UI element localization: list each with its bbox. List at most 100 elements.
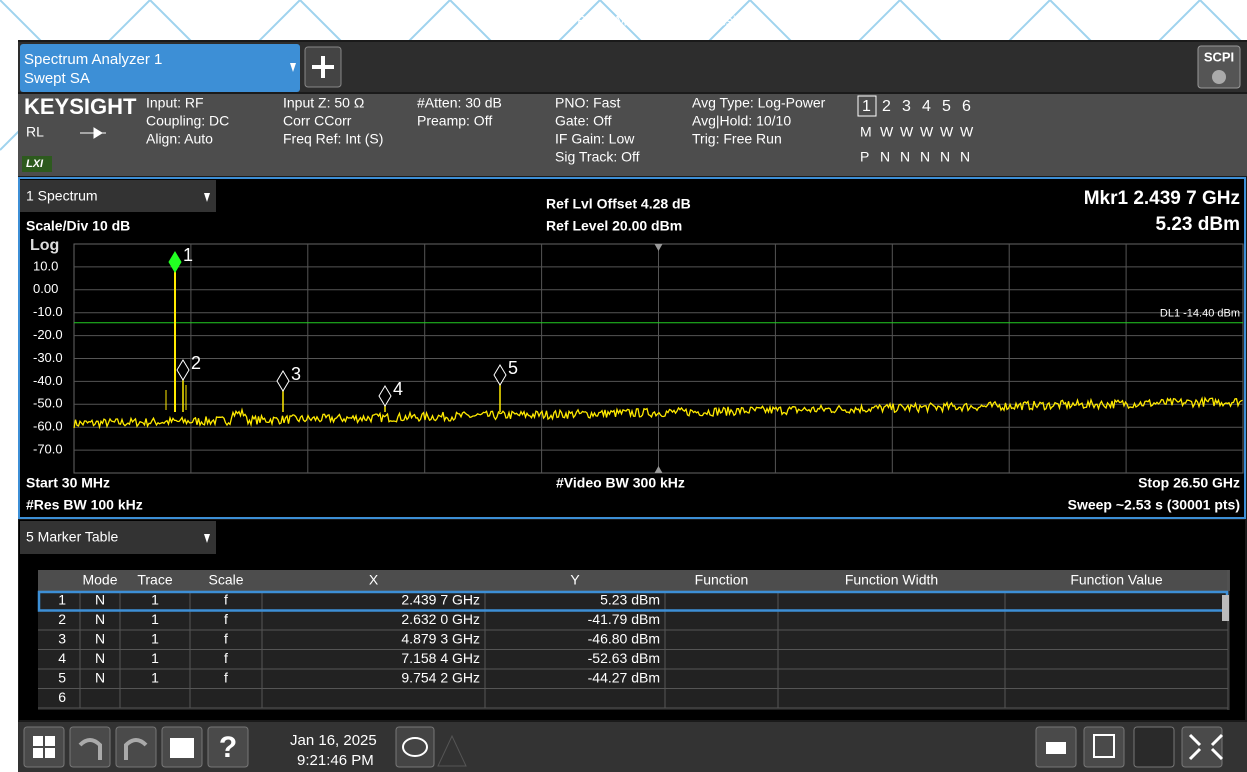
trace-number: 1 xyxy=(862,98,871,115)
cell: 1 xyxy=(151,630,159,646)
cell: 5.23 dBm xyxy=(600,591,660,607)
touch-icon xyxy=(1093,734,1115,758)
cell: -44.27 dBm xyxy=(588,669,660,685)
marker-diamond xyxy=(276,370,290,392)
setting-text: Coupling: DC xyxy=(146,113,229,129)
lxi-box xyxy=(22,156,52,172)
trace-mode: W xyxy=(940,124,954,140)
redo-icon xyxy=(124,738,148,760)
spectrum-dropdown[interactable] xyxy=(20,180,216,212)
setting-text: Avg|Hold: 10/10 xyxy=(692,113,791,129)
row-number: 4 xyxy=(58,650,66,666)
setting-text: Corr CCorr xyxy=(283,113,352,129)
display-line-label: DL1 -14.40 dBm xyxy=(1160,308,1240,320)
cell: 2.439 7 GHz xyxy=(401,591,480,607)
stop-freq: Stop 26.50 GHz xyxy=(1138,475,1240,491)
marker-diamond xyxy=(176,359,190,381)
setting-text: Input Z: 50 Ω xyxy=(283,95,364,111)
cell: f xyxy=(224,669,228,685)
windows-icon xyxy=(33,736,55,758)
y-axis-label: 10.0 xyxy=(33,258,58,273)
table-bg xyxy=(38,570,1230,710)
marker-readout: Mkr1 2.439 7 GHz xyxy=(1084,188,1240,209)
windows-button[interactable] xyxy=(23,726,65,768)
marker-diamond xyxy=(168,251,182,273)
marker-diamond xyxy=(493,364,507,386)
cell: f xyxy=(224,650,228,666)
cell: N xyxy=(95,650,105,666)
cell: 2.632 0 GHz xyxy=(401,611,480,627)
trace-number: 5 xyxy=(942,98,951,115)
time: 9:21:46 PM xyxy=(297,752,374,769)
marker-label: 5 xyxy=(508,358,518,378)
cell: f xyxy=(224,611,228,627)
scrollbar xyxy=(1222,595,1229,621)
setting-text: Freq Ref: Int (S) xyxy=(283,131,383,147)
trace-detector: N xyxy=(880,149,890,165)
video-bw: #Video BW 300 kHz xyxy=(556,475,685,491)
setting-text: Gate: Off xyxy=(555,113,612,129)
view-button[interactable] xyxy=(1083,726,1125,768)
dropdown-arrow xyxy=(204,534,210,543)
setting-text: Sig Track: Off xyxy=(555,149,640,165)
column-header: Function Width xyxy=(845,572,938,588)
setting-text: Align: Auto xyxy=(146,131,213,147)
marker-label: 2 xyxy=(191,353,201,373)
table-dropdown[interactable] xyxy=(20,521,216,554)
tab[interactable] xyxy=(20,44,300,92)
trace-detector: P xyxy=(860,149,869,165)
redo-button[interactable] xyxy=(115,726,157,768)
res-bw: #Res BW 100 kHz xyxy=(26,497,143,513)
row-number: 3 xyxy=(58,630,66,646)
setting-text: Avg Type: Log-Power xyxy=(692,95,826,111)
view-button[interactable] xyxy=(1133,726,1175,768)
rl-label: RL xyxy=(26,124,44,140)
setting-text: #Atten: 30 dB xyxy=(417,95,502,111)
row-number: 6 xyxy=(58,689,66,705)
bg-pattern xyxy=(1199,0,1247,49)
trace xyxy=(73,396,1243,430)
trace-number: 2 xyxy=(882,98,891,115)
trace-number: 3 xyxy=(902,98,911,115)
tab-title: Spectrum Analyzer 1 xyxy=(24,51,162,68)
ref-marker xyxy=(654,244,663,251)
trace-mode: W xyxy=(960,124,974,140)
ref-offset: Ref Lvl Offset 4.28 dB xyxy=(546,196,691,212)
trace-detector: N xyxy=(920,149,930,165)
y-axis-label: 0.00 xyxy=(33,281,58,296)
y-axis-label: -40.0 xyxy=(33,373,63,388)
settings-bar xyxy=(18,94,1247,176)
cell: 1 xyxy=(151,611,159,627)
trace-number: 4 xyxy=(922,98,931,115)
column-header: Scale xyxy=(208,572,243,588)
undo-button[interactable] xyxy=(69,726,111,768)
marker-label: 4 xyxy=(393,379,403,399)
column-header: Function xyxy=(695,572,749,588)
cell: N xyxy=(95,591,105,607)
ref-level: Ref Level 20.00 dBm xyxy=(546,218,682,234)
brand: KEYSIGHT xyxy=(24,94,137,119)
window-label: 5 Marker Table xyxy=(26,529,119,545)
scpi-button[interactable] xyxy=(1197,45,1241,89)
lxi-label: LXI xyxy=(26,158,44,170)
setting-text: Preamp: Off xyxy=(417,113,492,129)
scpi-label: SCPI xyxy=(1204,49,1234,64)
alert-icon xyxy=(437,734,467,767)
y-axis-label: -20.0 xyxy=(33,327,63,342)
ref-marker xyxy=(654,466,663,473)
view-button[interactable] xyxy=(1181,726,1223,768)
cell: f xyxy=(224,630,228,646)
chat-button[interactable] xyxy=(395,726,435,768)
y-axis-label: -70.0 xyxy=(33,442,63,457)
column-header: X xyxy=(369,572,379,588)
help-button[interactable] xyxy=(207,726,249,768)
setting-text: Trig: Free Run xyxy=(692,131,782,147)
rl-arrow xyxy=(80,127,106,139)
cell: 7.158 4 GHz xyxy=(401,650,480,666)
trace-mode: W xyxy=(880,124,894,140)
y-axis-label: -10.0 xyxy=(33,304,63,319)
cell: f xyxy=(224,591,228,607)
trace-mode: W xyxy=(920,124,934,140)
